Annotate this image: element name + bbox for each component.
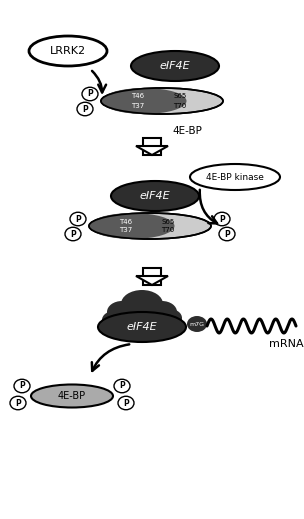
Text: eIF4E: eIF4E (127, 322, 157, 332)
Ellipse shape (10, 396, 26, 409)
Ellipse shape (107, 301, 137, 323)
Text: P: P (70, 229, 76, 239)
Text: T37: T37 (131, 102, 145, 108)
Ellipse shape (214, 212, 230, 226)
Text: LRRK2: LRRK2 (50, 46, 86, 56)
Text: P: P (82, 104, 88, 114)
Polygon shape (136, 276, 168, 285)
Text: m7G: m7G (189, 321, 205, 326)
Ellipse shape (187, 316, 207, 332)
Text: P: P (87, 89, 93, 99)
Text: eIF4E: eIF4E (140, 191, 170, 201)
Text: T70: T70 (173, 102, 187, 108)
Text: P: P (15, 399, 21, 407)
Ellipse shape (65, 227, 81, 241)
Text: S65: S65 (161, 218, 174, 225)
Bar (143, 138, 161, 155)
Ellipse shape (101, 88, 223, 114)
Ellipse shape (70, 212, 86, 226)
Ellipse shape (190, 164, 280, 190)
Ellipse shape (118, 396, 134, 409)
Ellipse shape (102, 311, 126, 329)
Ellipse shape (219, 227, 235, 241)
Ellipse shape (102, 88, 186, 114)
Text: 4E-BP kinase: 4E-BP kinase (206, 172, 264, 182)
Bar (143, 268, 161, 285)
Text: P: P (219, 214, 225, 224)
Ellipse shape (29, 36, 107, 66)
Ellipse shape (82, 87, 98, 101)
Ellipse shape (98, 312, 186, 342)
Ellipse shape (121, 290, 163, 318)
Text: P: P (123, 399, 129, 407)
Ellipse shape (31, 385, 113, 407)
Polygon shape (136, 146, 168, 155)
Ellipse shape (147, 301, 177, 323)
Ellipse shape (111, 181, 199, 211)
Text: P: P (19, 381, 25, 390)
Ellipse shape (77, 102, 93, 116)
Text: T37: T37 (119, 227, 133, 234)
Ellipse shape (14, 379, 30, 393)
Ellipse shape (89, 213, 211, 239)
Ellipse shape (158, 309, 182, 327)
Text: T70: T70 (161, 227, 174, 234)
Text: mRNA: mRNA (269, 339, 303, 349)
Text: eIF4E: eIF4E (160, 61, 190, 71)
Text: 4E-BP: 4E-BP (172, 126, 202, 136)
Ellipse shape (122, 313, 162, 335)
Ellipse shape (131, 51, 219, 81)
Text: S65: S65 (173, 93, 187, 100)
Text: P: P (119, 381, 125, 390)
Text: T46: T46 (131, 93, 145, 100)
Text: T46: T46 (119, 218, 133, 225)
Text: 4E-BP: 4E-BP (58, 391, 86, 401)
Text: P: P (75, 214, 81, 224)
Ellipse shape (89, 213, 174, 239)
Text: P: P (224, 229, 230, 239)
Ellipse shape (114, 379, 130, 393)
